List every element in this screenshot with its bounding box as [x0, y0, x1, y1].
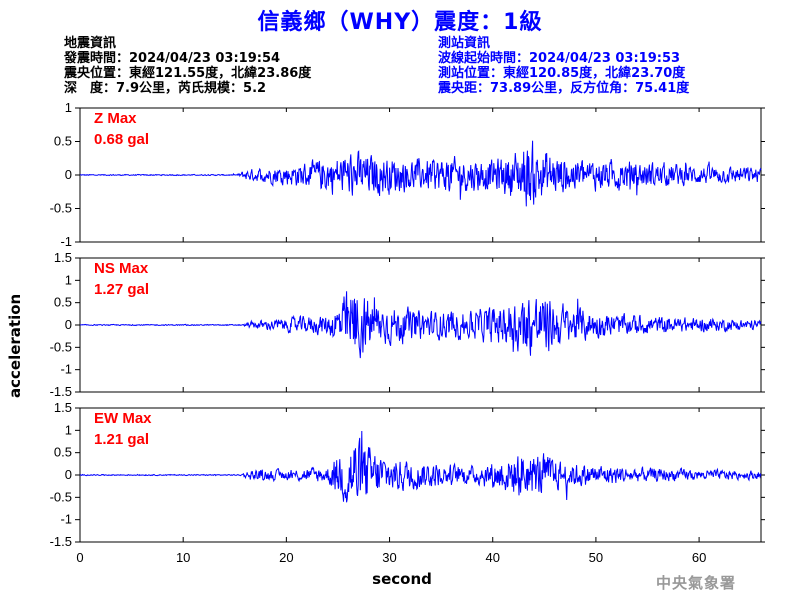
station-location: 測站位置：東經120.85度，北緯23.70度: [438, 66, 686, 81]
x-tick-label: 50: [589, 550, 603, 565]
panel-ns: -1.5 -1 -0.5 0 0.5 1 1.5 NS Max 1.27 gal: [50, 250, 765, 399]
x-tick-label: 30: [382, 550, 396, 565]
y-tick-label: 1.5: [54, 400, 72, 415]
y-tick-label: -1.5: [50, 384, 72, 399]
y-tick-label: -0.5: [50, 201, 72, 216]
max-label: EW Max: [94, 410, 152, 427]
x-tick-label: 10: [176, 550, 190, 565]
y-tick-label: -1: [60, 362, 72, 377]
y-tick-label: 1: [65, 100, 72, 115]
max-value: 1.21 gal: [94, 431, 149, 448]
y-tick-label: -1: [60, 512, 72, 527]
waveform-ns: [80, 291, 762, 359]
y-tick-label: -0.5: [50, 339, 72, 354]
x-tick-label: 0: [76, 550, 83, 565]
epicentral-distance: 震央距：73.89公里，反方位角：75.41度: [438, 81, 690, 96]
x-axis-label: second: [372, 570, 432, 588]
quake-location: 震央位置：東經121.55度，北緯23.86度: [64, 66, 312, 81]
quake-info-header: 地震資訊: [64, 36, 117, 51]
station-info-header: 測站資訊: [438, 36, 491, 51]
x-tick-label: 20: [279, 550, 293, 565]
panel-z: -1 -0.5 0 0.5 1 Z Max 0.68 gal: [50, 100, 765, 249]
x-tick-label: 60: [692, 550, 706, 565]
y-tick-label: 0: [65, 317, 72, 332]
x-tick-label: 40: [485, 550, 499, 565]
y-tick-label: 0.5: [54, 134, 72, 149]
wave-start-time: 波線起始時間：2024/04/23 03:19:53: [438, 51, 681, 66]
max-value: 0.68 gal: [94, 131, 149, 148]
station-info: 測站資訊 波線起始時間：2024/04/23 03:19:53 測站位置：東經1…: [438, 36, 689, 96]
panel-ew: -1.5 -1 -0.5 0 0.5 1 1.5 EW Max 1.21 gal 0 10 20 30 4…: [50, 400, 765, 565]
waveform-z: [79, 140, 762, 207]
max-label: Z Max: [94, 110, 137, 127]
y-tick-label: 0: [65, 167, 72, 182]
y-tick-label: 1: [65, 422, 72, 437]
y-tick-label: 0: [65, 467, 72, 482]
chart-title: 信義鄉（WHY）震度：1級: [257, 10, 543, 35]
max-label: NS Max: [94, 260, 149, 277]
quake-info: 地震資訊 發震時間：2024/04/23 03:19:54 震央位置：東經121…: [64, 36, 311, 96]
agency-watermark: 中央氣象署: [656, 574, 737, 592]
quake-time: 發震時間：2024/04/23 03:19:54: [64, 51, 281, 66]
waveform-ew: [79, 430, 762, 503]
max-value: 1.27 gal: [94, 281, 149, 298]
y-tick-label: 0.5: [54, 295, 72, 310]
y-tick-label: 1.5: [54, 250, 72, 265]
y-tick-label: -0.5: [50, 489, 72, 504]
quake-depth-magnitude: 深 度：7.9公里，芮氏規模：5.2: [64, 81, 267, 96]
y-tick-label: -1.5: [50, 534, 72, 549]
y-tick-label: 1: [65, 272, 72, 287]
y-tick-label: 0.5: [54, 445, 72, 460]
y-tick-label: -1: [60, 234, 72, 249]
